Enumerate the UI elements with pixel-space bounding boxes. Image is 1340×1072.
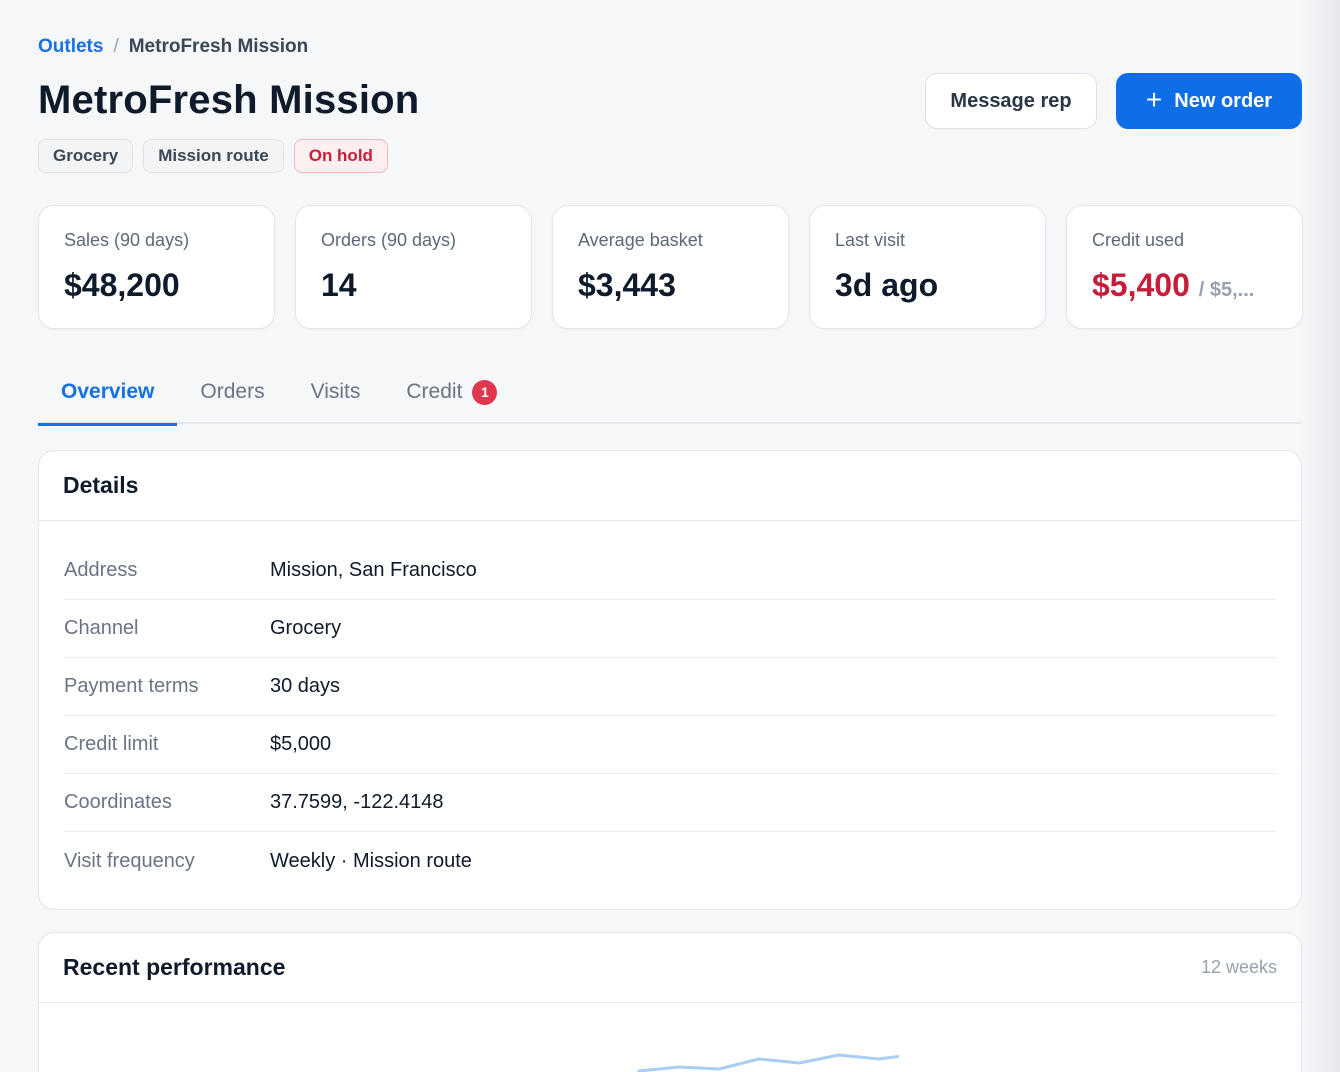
performance-card-header: Recent performance 12 weeks bbox=[39, 933, 1301, 1003]
details-card: Details Address Mission, San Francisco C… bbox=[38, 450, 1302, 910]
stat-card-credit-used: Credit used $5,400 / $5,... bbox=[1066, 205, 1303, 329]
stat-label: Credit used bbox=[1092, 230, 1185, 250]
tag-channel: Grocery bbox=[38, 139, 134, 173]
tag-status-on-hold: On hold bbox=[293, 139, 388, 173]
details-list: Address Mission, San Francisco Channel G… bbox=[39, 521, 1301, 890]
detail-row-address: Address Mission, San Francisco bbox=[64, 542, 1276, 600]
breadcrumb-separator: / bbox=[113, 36, 119, 57]
page-title: MetroFresh Mission bbox=[38, 78, 420, 122]
stat-label: Average basket bbox=[578, 230, 703, 250]
detail-label: Credit limit bbox=[64, 733, 159, 755]
tab-overview[interactable]: Overview bbox=[38, 360, 178, 426]
tag-route: Mission route bbox=[143, 139, 284, 173]
stat-card-sales: Sales (90 days) $48,200 bbox=[38, 205, 275, 329]
details-title: Details bbox=[63, 472, 139, 498]
stat-value-credit: $5,400 / $5,... bbox=[1092, 267, 1277, 304]
breadcrumb-current: MetroFresh Mission bbox=[128, 36, 309, 57]
stat-label: Orders (90 days) bbox=[321, 230, 457, 250]
performance-title: Recent performance bbox=[63, 954, 286, 980]
plus-icon: + bbox=[1145, 83, 1163, 115]
detail-row-payment-terms: Payment terms 30 days bbox=[64, 658, 1276, 716]
new-order-label: New order bbox=[1174, 89, 1273, 112]
performance-sparkline bbox=[637, 1053, 899, 1072]
detail-value: Weekly · Mission route bbox=[270, 849, 472, 872]
message-rep-button[interactable]: Message rep bbox=[925, 73, 1097, 129]
detail-value: $5,000 bbox=[270, 733, 332, 755]
detail-row-visit-frequency: Visit frequency Weekly · Mission route bbox=[64, 832, 1276, 890]
new-order-button[interactable]: + New order bbox=[1116, 73, 1302, 129]
stat-card-average-basket: Average basket $3,443 bbox=[552, 205, 789, 329]
outlet-tags: Grocery Mission route On hold bbox=[38, 139, 388, 173]
detail-label: Payment terms bbox=[64, 675, 199, 697]
tab-bar: Overview Orders Visits Credit 1 bbox=[38, 360, 1302, 426]
stat-value: 3d ago bbox=[835, 267, 939, 303]
tab-credit[interactable]: Credit 1 bbox=[383, 360, 520, 424]
breadcrumb-link-outlets[interactable]: Outlets bbox=[38, 36, 104, 57]
recent-performance-card: Recent performance 12 weeks bbox=[38, 932, 1302, 1072]
credit-limit-suffix: / $5,... bbox=[1198, 279, 1255, 301]
tab-label: Visits bbox=[310, 380, 361, 403]
detail-row-coordinates: Coordinates 37.7599, -122.4148 bbox=[64, 774, 1276, 832]
stats-row: Sales (90 days) $48,200 Orders (90 days)… bbox=[38, 205, 1303, 329]
tab-label: Overview bbox=[61, 380, 155, 403]
details-card-header: Details bbox=[39, 451, 1301, 521]
credit-count-badge: 1 bbox=[472, 379, 498, 405]
breadcrumb: Outlets / MetroFresh Mission bbox=[38, 36, 308, 58]
performance-range: 12 weeks bbox=[1200, 957, 1277, 977]
detail-value: 30 days bbox=[270, 675, 341, 697]
detail-label: Coordinates bbox=[64, 791, 172, 813]
stat-value: 14 bbox=[321, 267, 357, 303]
detail-row-channel: Channel Grocery bbox=[64, 600, 1276, 658]
detail-value: 37.7599, -122.4148 bbox=[270, 791, 444, 813]
tab-label: Orders bbox=[200, 380, 265, 403]
detail-value: Mission, San Francisco bbox=[270, 559, 477, 581]
tab-visits[interactable]: Visits bbox=[288, 360, 384, 424]
detail-row-credit-limit: Credit limit $5,000 bbox=[64, 716, 1276, 774]
detail-value: Grocery bbox=[270, 617, 342, 639]
stat-label: Last visit bbox=[835, 230, 906, 250]
detail-label: Address bbox=[64, 559, 138, 581]
stat-value: $3,443 bbox=[578, 267, 676, 303]
tab-orders[interactable]: Orders bbox=[177, 360, 287, 424]
stat-label: Sales (90 days) bbox=[64, 230, 190, 250]
credit-used-amount: $5,400 bbox=[1092, 267, 1190, 303]
stat-card-orders: Orders (90 days) 14 bbox=[295, 205, 532, 329]
stat-card-last-visit: Last visit 3d ago bbox=[809, 205, 1046, 329]
tab-label: Credit bbox=[406, 380, 463, 403]
detail-label: Visit frequency bbox=[64, 849, 195, 872]
detail-label: Channel bbox=[64, 617, 139, 639]
header-actions: Message rep + New order bbox=[925, 73, 1302, 129]
sparkline-line bbox=[637, 1053, 899, 1072]
stat-value: $48,200 bbox=[64, 267, 180, 303]
edge-shadow bbox=[1300, 0, 1340, 1072]
message-rep-label: Message rep bbox=[950, 89, 1072, 112]
